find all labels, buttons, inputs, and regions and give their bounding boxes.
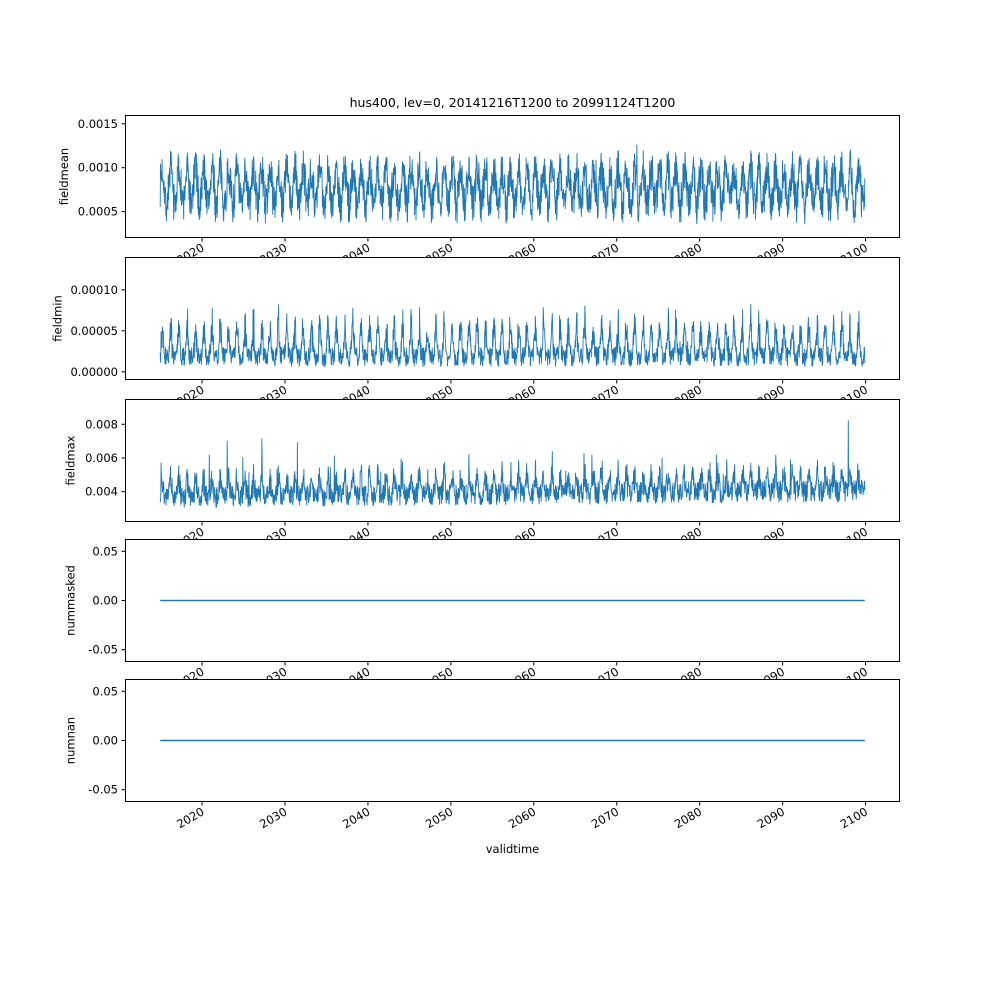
y-axis-label: numnan [64,717,78,764]
series-line [159,144,866,225]
axes-frame [125,539,900,662]
y-tick-label: 0.0005 [78,205,118,219]
x-tick-label: 2080 [672,804,704,831]
axes-frame [125,679,900,802]
x-tick-label: 2020 [174,804,206,831]
y-tick-label: 0.008 [85,417,118,431]
x-tick-label: 2060 [506,804,538,831]
y-tick-label: 0.05 [92,544,118,558]
axes-background [125,399,900,522]
x-tick-label: 2090 [755,804,787,831]
x-tick-label: 2030 [257,804,289,831]
y-tick-label: 0.00005 [70,324,118,338]
y-axis-label: nummasked [64,565,78,636]
y-tick-label: 0.05 [92,684,118,698]
y-tick-label: -0.05 [88,643,118,657]
y-axis-label: fieldmean [57,148,71,205]
y-tick-label: 0.00 [92,594,118,608]
axes-frame [125,399,900,522]
y-tick-label: 0.0015 [78,117,118,131]
x-tick-label: 2050 [423,804,455,831]
y-tick-label: 0.00 [92,734,118,748]
y-tick-label: -0.05 [88,783,118,797]
axes-frame [125,257,900,380]
x-tick-label: 2100 [838,804,870,831]
subplot-numnan: -0.05 0.00 0.05 2020 2030 2040 2050 2060 2070 208… [64,679,900,831]
y-axis-label: fieldmax [64,435,78,485]
y-tick-label: 0.006 [85,451,118,465]
x-tick-label: 2070 [589,804,621,831]
y-tick-label: 0.004 [85,485,118,499]
y-tick-label: 0.00010 [70,283,118,297]
x-axis-label: validtime [485,842,540,856]
series-line [159,303,866,368]
series-line [159,420,866,508]
y-axis-label: fieldmin [51,295,65,342]
x-tick-label: 2040 [340,804,372,831]
chart-title: hus400, lev=0, 20141216T1200 to 20991124… [349,95,676,110]
axes-frame [125,115,900,238]
y-tick-label: 0.0010 [78,161,118,175]
y-tick-label: 0.00000 [70,365,118,379]
